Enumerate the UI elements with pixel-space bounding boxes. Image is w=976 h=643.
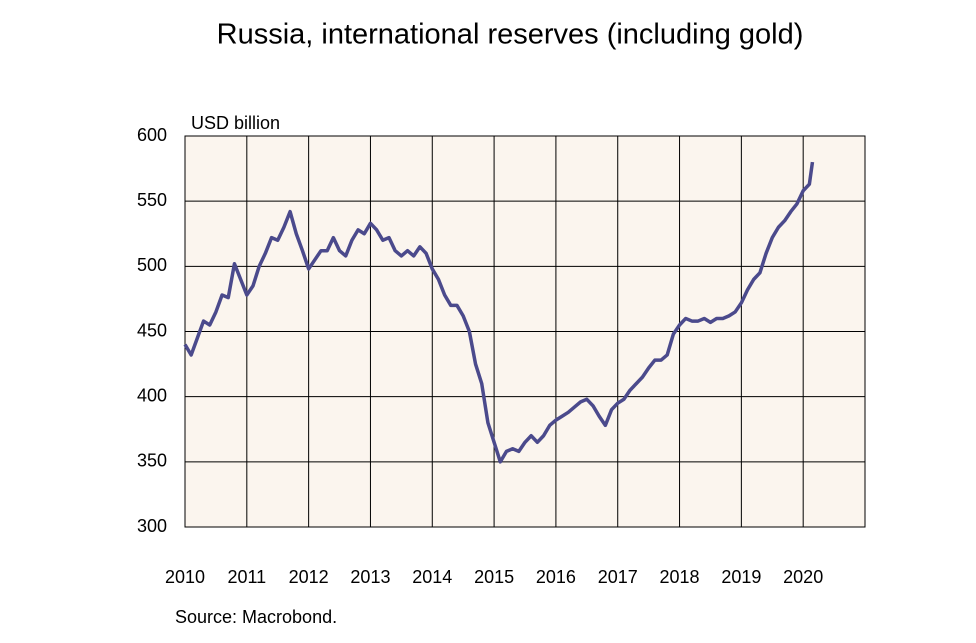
x-tick-label: 2017 bbox=[598, 567, 638, 587]
y-tick-label: 300 bbox=[137, 516, 167, 536]
x-tick-label: 2016 bbox=[536, 567, 576, 587]
x-tick-label: 2015 bbox=[474, 567, 514, 587]
x-tick-label: 2012 bbox=[289, 567, 329, 587]
data-line bbox=[183, 161, 815, 464]
source-note: Source: Macrobond. bbox=[175, 607, 337, 627]
x-tick-label: 2011 bbox=[227, 567, 266, 587]
y-tick-label: 350 bbox=[137, 451, 167, 471]
y-tick-label: 550 bbox=[137, 190, 167, 210]
chart-title: Russia, international reserves (includin… bbox=[217, 19, 804, 51]
y-axis-label: USD billion bbox=[191, 113, 280, 133]
y-tick-label: 400 bbox=[137, 385, 167, 405]
x-tick-label: 2020 bbox=[783, 567, 823, 587]
x-tick-label: 2013 bbox=[350, 567, 390, 587]
y-tick-label: 500 bbox=[137, 255, 167, 275]
x-tick-label: 2010 bbox=[165, 567, 205, 587]
y-tick-label: 450 bbox=[137, 320, 167, 340]
x-tick-label: 2018 bbox=[660, 567, 700, 587]
y-tick-label: 600 bbox=[137, 125, 167, 145]
x-tick-label: 2019 bbox=[721, 567, 761, 587]
x-tick-label: 2014 bbox=[412, 567, 452, 587]
